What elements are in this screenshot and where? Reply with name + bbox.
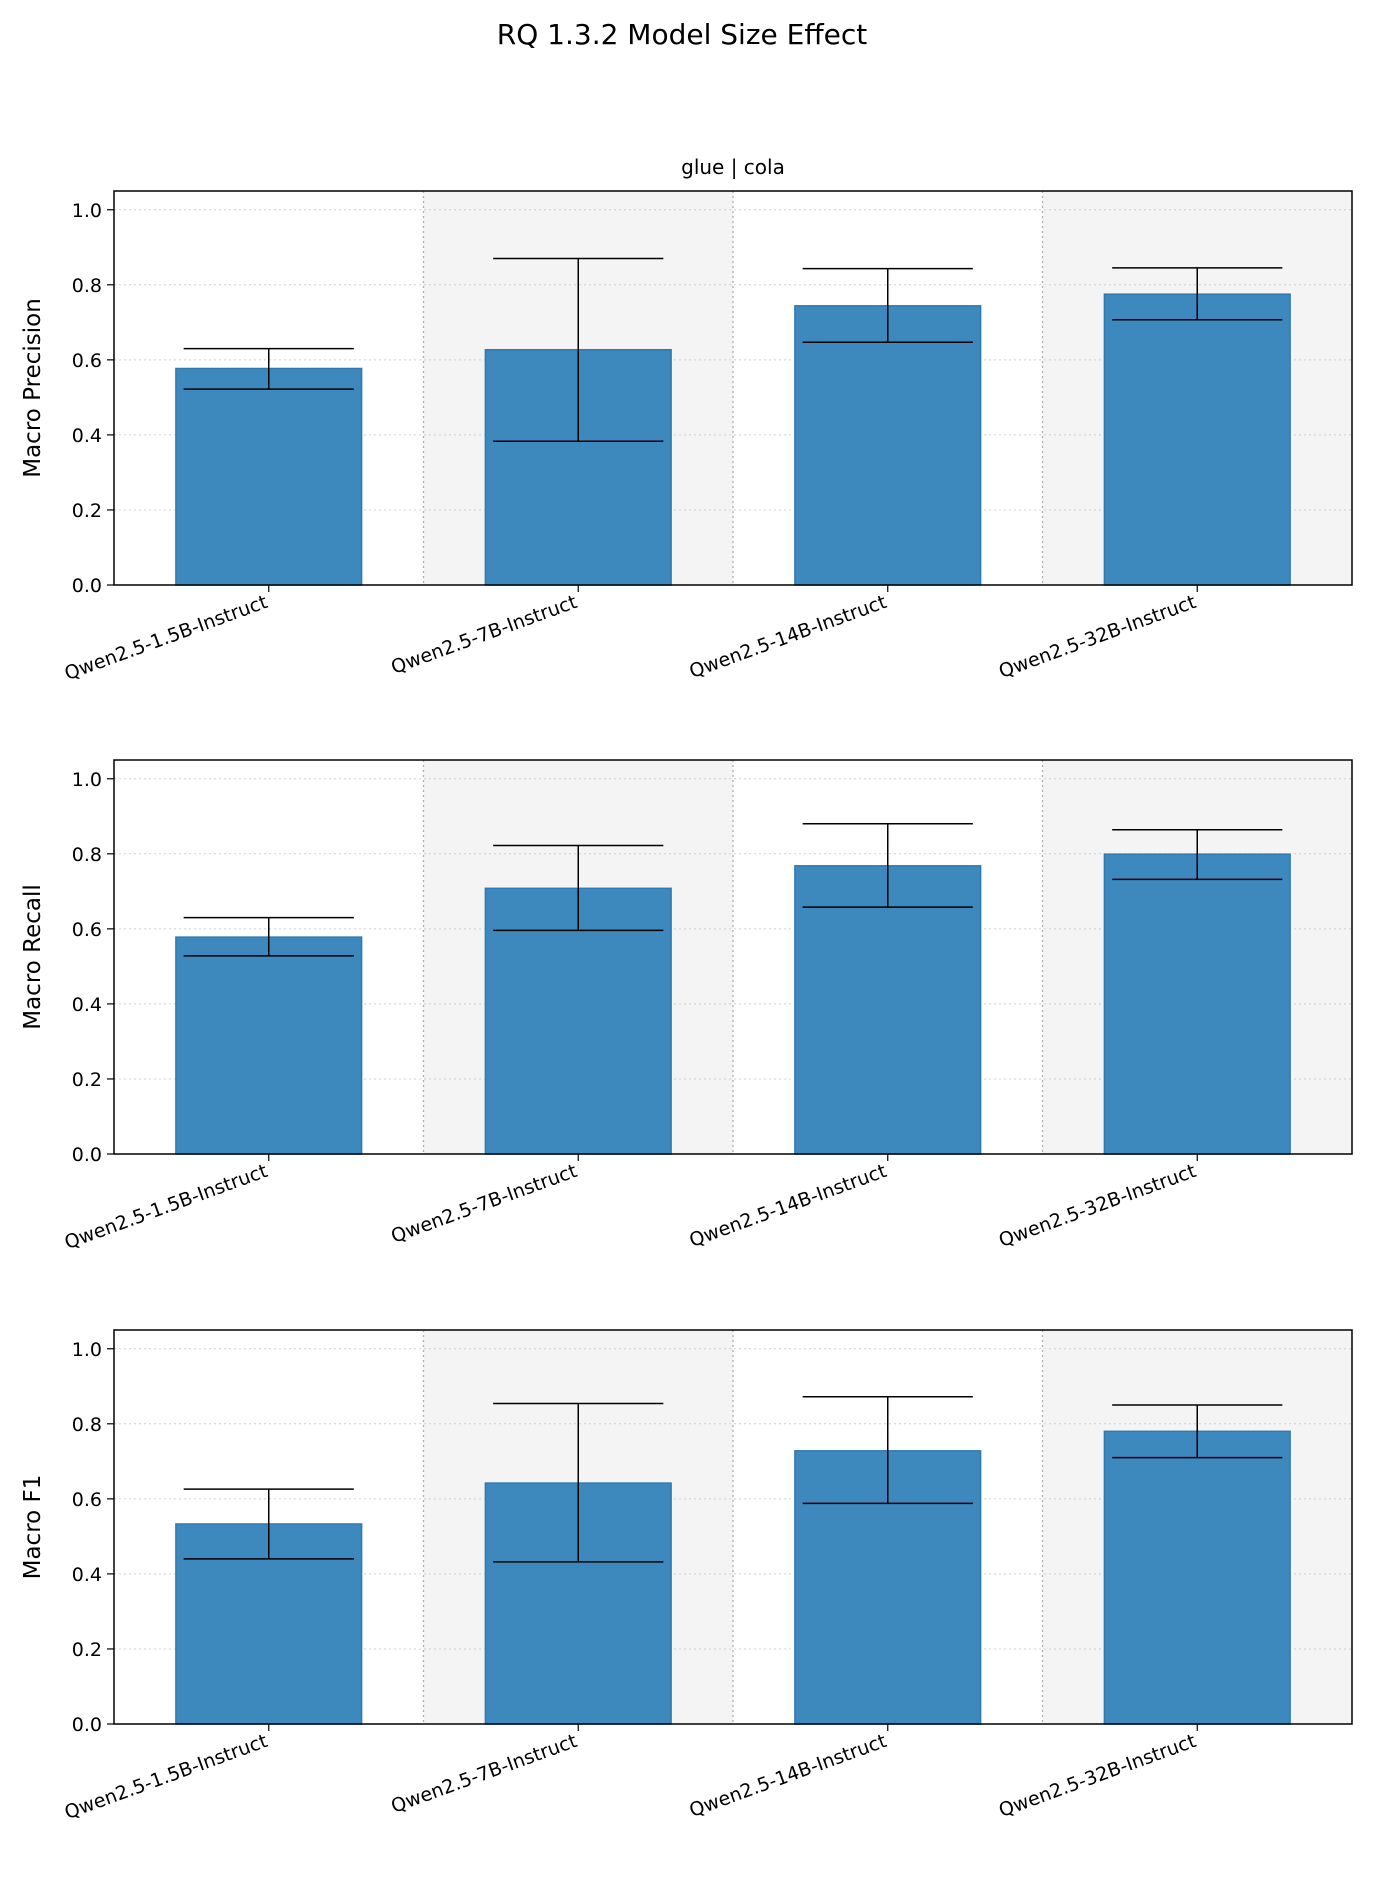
bar bbox=[484, 348, 672, 586]
y-tick-label: 0.4 bbox=[72, 1564, 102, 1586]
y-tick-label: 0.4 bbox=[72, 994, 102, 1016]
axes-frame bbox=[113, 190, 1353, 586]
bar bbox=[175, 936, 363, 1155]
y-tick-label: 0.2 bbox=[72, 500, 102, 522]
x-tick-label: Qwen2.5-14B-Instruct bbox=[686, 1160, 889, 1252]
bar bbox=[794, 865, 982, 1155]
y-tick-label: 1.0 bbox=[72, 769, 102, 791]
bar bbox=[1103, 293, 1291, 586]
y-tick-label: 1.0 bbox=[72, 200, 102, 222]
panel-title: glue | cola bbox=[681, 155, 785, 179]
chart-panel-2: 0.0 0.2 0.4 0.6 0.8 1.0 Qwen2.5-1.5B-Instruct Q… bbox=[20, 759, 1353, 1254]
x-tick-label: Qwen2.5-32B-Instruct bbox=[996, 1730, 1199, 1822]
y-tick-label: 0.4 bbox=[72, 425, 102, 447]
y-tick-label: 0.2 bbox=[72, 1069, 102, 1091]
bar bbox=[1103, 1430, 1291, 1725]
x-tick-label: Qwen2.5-32B-Instruct bbox=[996, 591, 1199, 683]
bar bbox=[794, 305, 982, 586]
y-tick-label: 0.6 bbox=[72, 1489, 102, 1511]
y-tick-label: 0.6 bbox=[72, 350, 102, 372]
x-tick-label: Qwen2.5-14B-Instruct bbox=[686, 1730, 889, 1822]
x-tick-label: Qwen2.5-32B-Instruct bbox=[996, 1160, 1199, 1252]
y-tick-label: 0.0 bbox=[72, 575, 102, 597]
y-axis-label: Macro Precision bbox=[20, 298, 46, 478]
x-tick-label: Qwen2.5-1.5B-Instruct bbox=[62, 1730, 271, 1824]
x-tick-label: Qwen2.5-1.5B-Instruct bbox=[62, 591, 271, 685]
x-tick-label: Qwen2.5-1.5B-Instruct bbox=[62, 1160, 271, 1254]
axes-frame bbox=[113, 759, 1353, 1155]
chart-panel-1: 0.0 0.2 0.4 0.6 0.8 1.0 Qwen2.5-1.5B-Instruct Q… bbox=[20, 155, 1353, 685]
y-tick-label: 0.8 bbox=[72, 275, 102, 297]
bar bbox=[484, 887, 672, 1155]
x-tick-label: Qwen2.5-14B-Instruct bbox=[686, 591, 889, 683]
y-axis-label: Macro Recall bbox=[20, 884, 46, 1030]
bar bbox=[1103, 853, 1291, 1155]
y-tick-label: 0.0 bbox=[72, 1144, 102, 1166]
axes-frame bbox=[113, 1329, 1353, 1725]
y-axis-label: Macro F1 bbox=[20, 1475, 46, 1580]
y-tick-label: 0.2 bbox=[72, 1639, 102, 1661]
y-tick-label: 0.6 bbox=[72, 919, 102, 941]
y-tick-label: 0.8 bbox=[72, 1414, 102, 1436]
y-tick-label: 1.0 bbox=[72, 1339, 102, 1361]
x-tick-label: Qwen2.5-7B-Instruct bbox=[388, 1730, 580, 1818]
figure-title: RQ 1.3.2 Model Size Effect bbox=[497, 18, 867, 51]
y-tick-label: 0.8 bbox=[72, 844, 102, 866]
chart-panel-3: 0.0 0.2 0.4 0.6 0.8 1.0 Qwen2.5-1.5B-Instruct Q… bbox=[20, 1329, 1353, 1824]
x-tick-label: Qwen2.5-7B-Instruct bbox=[388, 591, 580, 679]
bar bbox=[175, 367, 363, 586]
x-tick-label: Qwen2.5-7B-Instruct bbox=[388, 1160, 580, 1248]
y-tick-label: 0.0 bbox=[72, 1714, 102, 1736]
